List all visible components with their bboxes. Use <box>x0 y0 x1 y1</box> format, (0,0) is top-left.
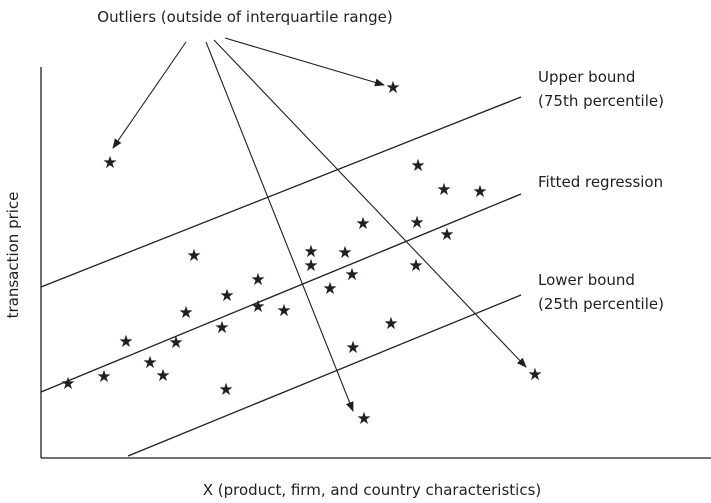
data-point-star: ★ <box>96 367 111 387</box>
data-point-star: ★ <box>344 265 359 285</box>
data-point-star: ★ <box>214 318 229 338</box>
data-point-star: ★ <box>250 297 265 317</box>
data-point-star: ★ <box>355 214 370 234</box>
data-point-star: ★ <box>250 270 265 290</box>
data-point-star: ★ <box>436 180 451 200</box>
data-point-star: ★ <box>408 256 423 276</box>
fitted-regression-label: Fitted regression <box>538 173 663 191</box>
data-point-star: ★ <box>356 409 371 429</box>
outlier-arrow-3 <box>205 41 354 412</box>
data-point-star: ★ <box>383 314 398 334</box>
lower-bound-line <box>127 294 522 457</box>
data-point-star: ★ <box>409 213 424 233</box>
outlier-arrow-1 <box>112 41 187 149</box>
data-point-star: ★ <box>410 156 425 176</box>
fitted-regression-line <box>40 193 522 393</box>
data-point-star: ★ <box>439 225 454 245</box>
data-point-star: ★ <box>276 301 291 321</box>
lower-bound-label-line1: Lower bound <box>538 271 635 289</box>
data-points: ★★★★ ★★ ★★★ ★ ★★ ★★ ★★★★ ★★ ★★★ ★ ★★★★★ ★★★ <box>60 78 542 429</box>
data-point-star: ★ <box>322 279 337 299</box>
data-point-star: ★ <box>472 182 487 202</box>
upper-bound-label-line1: Upper bound <box>538 68 635 86</box>
y-axis-label: transaction price <box>4 192 22 319</box>
data-point-star: ★ <box>142 353 157 373</box>
x-axis-label: X (product, firm, and country characteri… <box>203 481 542 499</box>
data-point-star: ★ <box>186 246 201 266</box>
data-point-star: ★ <box>155 366 170 386</box>
data-point-star: ★ <box>178 303 193 323</box>
lower-bound-label-line2: (25th percentile) <box>538 295 664 313</box>
data-point-star: ★ <box>303 242 318 262</box>
data-point-star: ★ <box>219 286 234 306</box>
upper-bound-label-line2: (75th percentile) <box>538 92 664 110</box>
data-point-star: ★ <box>385 78 400 98</box>
data-point-star: ★ <box>168 333 183 353</box>
outlier-arrow-4 <box>213 39 527 368</box>
data-point-star: ★ <box>102 153 117 173</box>
data-point-star: ★ <box>60 374 75 394</box>
outliers-title: Outliers (outside of interquartile range… <box>97 8 392 26</box>
outlier-arrow-2 <box>224 37 385 87</box>
data-point-star: ★ <box>218 380 233 400</box>
data-point-star: ★ <box>303 256 318 276</box>
data-point-star: ★ <box>337 243 352 263</box>
data-point-star: ★ <box>527 365 542 385</box>
upper-bound-line <box>40 96 522 288</box>
data-point-star: ★ <box>345 338 360 358</box>
data-point-star: ★ <box>118 332 133 352</box>
